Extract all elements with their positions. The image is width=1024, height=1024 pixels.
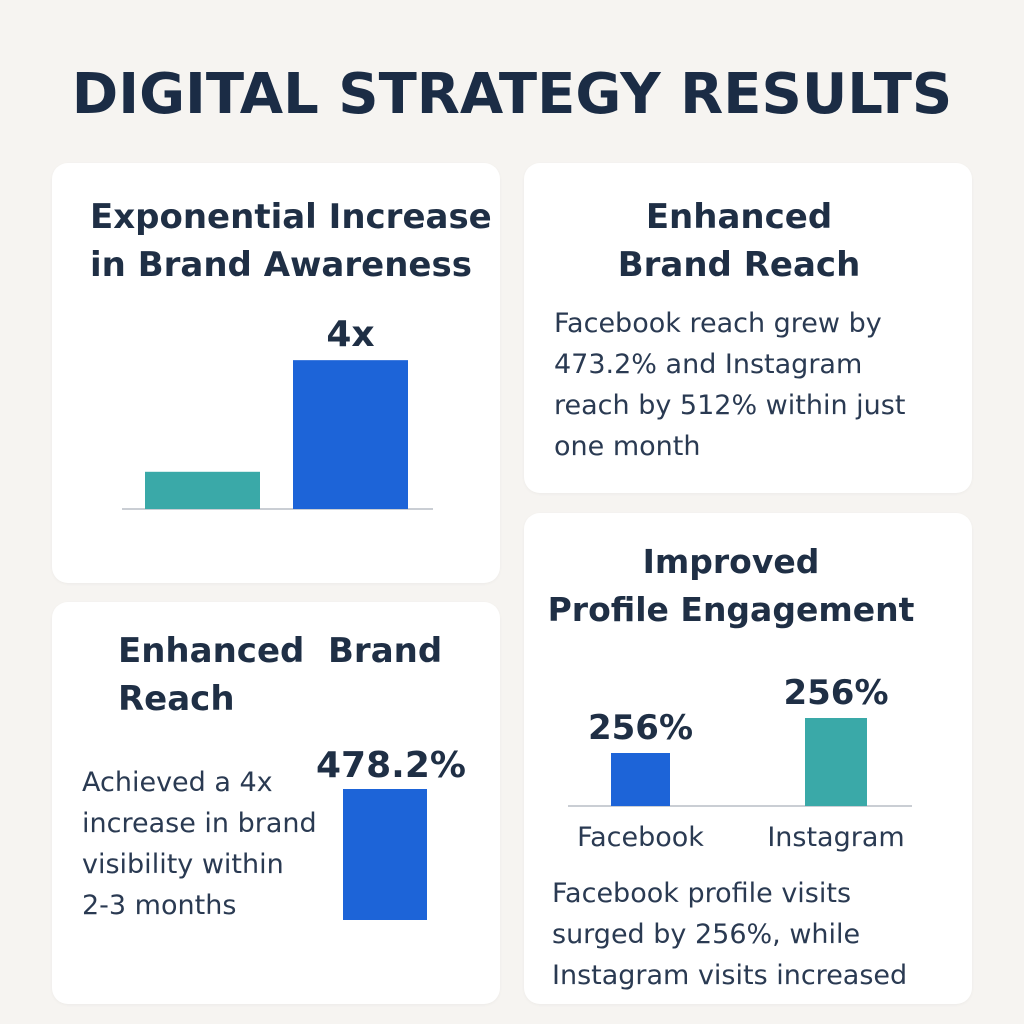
card-brand-reach-top-body: Facebook reach grew by 473.2% and Instag…	[554, 303, 964, 467]
card-brand-reach-bottom-title-line1: Enhanced Brand	[118, 631, 443, 671]
chart-bar	[343, 789, 427, 920]
card-brand-awareness-title-line1: Exponential Increase	[90, 197, 492, 237]
body-line: Facebook profile visits	[552, 878, 852, 909]
card-brand-awareness: Exponential Increase in Brand Awareness …	[52, 163, 500, 583]
body-line: one month	[554, 431, 701, 462]
card-brand-reach-bottom: Enhanced Brand Reach Achieved a 4x incre…	[52, 602, 500, 1004]
chart-bar	[145, 471, 260, 509]
card-brand-reach-top-title-line2: Brand Reach	[617, 245, 861, 285]
chart-data-label: 4x	[326, 314, 374, 355]
page-title: DIGITAL STRATEGY RESULTS	[71, 62, 953, 127]
chart-bar	[805, 718, 867, 806]
card-profile-engagement-title-line2: Profile Engagement	[547, 590, 915, 629]
body-line: 473.2% and Instagram	[554, 349, 863, 380]
body-line: Instagram visits increased	[552, 960, 908, 991]
body-line: surged by 256%, while	[552, 919, 861, 950]
card-brand-awareness-title-line2: in Brand Awareness	[90, 245, 472, 285]
body-line: 2-3 months	[82, 890, 237, 921]
card-brand-reach-bottom-title: Enhanced Brand Reach	[118, 627, 488, 723]
card-profile-engagement-body: Facebook profile visits surged by 256%, …	[552, 873, 962, 996]
body-line: visibility within	[82, 849, 284, 880]
body-line: Achieved a 4x	[82, 767, 273, 798]
card-profile-engagement-title: Improved Profile Engagement	[524, 538, 938, 634]
chart-category-label: Instagram	[767, 822, 904, 853]
chart-bar	[611, 753, 670, 806]
card-profile-engagement-title-line1: Improved	[642, 542, 820, 581]
body-line: reach by 512% within just	[554, 390, 906, 421]
body-line: increase in brand	[82, 808, 317, 839]
reach-bar-chart: 478.2%	[316, 745, 466, 920]
card-brand-awareness-title: Exponential Increase in Brand Awareness	[90, 193, 510, 289]
chart-data-label: 256%	[783, 673, 888, 713]
card-brand-reach-top: Enhanced Brand Reach Facebook reach grew…	[524, 163, 972, 493]
engagement-bar-chart: 256% Facebook 256% Instagram	[568, 673, 912, 853]
card-profile-engagement: Improved Profile Engagement 256% Facebook…	[524, 513, 972, 1004]
awareness-bar-chart: 4x	[122, 314, 433, 510]
card-brand-reach-bottom-title-line2: Reach	[118, 679, 235, 719]
body-line: Facebook reach grew by	[554, 308, 882, 339]
chart-data-label: 256%	[588, 708, 693, 748]
chart-category-label: Facebook	[577, 822, 704, 853]
chart-data-label: 478.2%	[316, 745, 466, 786]
chart-bar	[293, 360, 408, 509]
card-brand-reach-bottom-body: Achieved a 4x increase in brand visibili…	[82, 762, 342, 926]
card-brand-reach-top-title: Enhanced Brand Reach	[524, 193, 954, 289]
card-brand-reach-top-title-line1: Enhanced	[645, 197, 833, 237]
